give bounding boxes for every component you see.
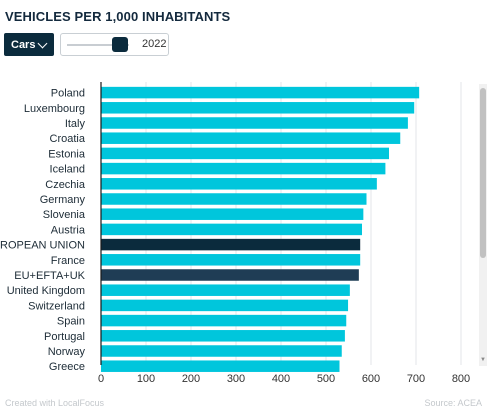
category-label: Italy bbox=[65, 118, 86, 130]
x-tick-label: 100 bbox=[137, 373, 155, 385]
bar[interactable] bbox=[101, 360, 340, 372]
x-tick-label: 800 bbox=[452, 373, 470, 385]
category-label: Slovenia bbox=[43, 209, 86, 221]
category-label: Estonia bbox=[48, 148, 86, 160]
x-tick-label: 400 bbox=[272, 373, 290, 385]
bar[interactable] bbox=[101, 102, 415, 114]
category-label: Greece bbox=[49, 361, 85, 373]
chevron-down-icon bbox=[37, 38, 48, 49]
bar[interactable] bbox=[101, 330, 345, 342]
bar[interactable] bbox=[101, 345, 342, 357]
slider-track[interactable] bbox=[67, 44, 129, 46]
category-label: Germany bbox=[40, 194, 86, 206]
x-tick-label: 200 bbox=[182, 373, 200, 385]
bar[interactable] bbox=[101, 238, 361, 251]
category-label: Portugal bbox=[44, 331, 85, 343]
category-label: Iceland bbox=[50, 164, 85, 176]
category-label: United Kingdom bbox=[7, 285, 85, 297]
category-label: Poland bbox=[51, 88, 85, 100]
bar[interactable] bbox=[101, 269, 359, 281]
bar[interactable] bbox=[101, 162, 386, 175]
bar[interactable] bbox=[101, 193, 367, 205]
category-label: Spain bbox=[57, 316, 85, 328]
footer-credit: Created with LocalFocus bbox=[5, 398, 105, 408]
scroll-down-arrow-icon[interactable]: ▼ bbox=[480, 357, 486, 363]
bar[interactable] bbox=[101, 132, 401, 144]
x-tick-label: 500 bbox=[317, 373, 335, 385]
bar[interactable] bbox=[101, 254, 361, 266]
category-label: Switzerland bbox=[28, 300, 85, 312]
bar[interactable] bbox=[101, 117, 408, 129]
bar[interactable] bbox=[101, 147, 389, 160]
bar-chart-svg: 0 100 200 300 400 500 600 700 800 Poland Luxembour… bbox=[0, 82, 470, 385]
dropdown-label: Cars bbox=[11, 38, 36, 51]
bar[interactable] bbox=[101, 314, 347, 327]
x-tick-label: 300 bbox=[227, 373, 245, 385]
bar[interactable] bbox=[101, 299, 349, 312]
category-label: France bbox=[51, 255, 85, 267]
category-label: Luxembourg bbox=[24, 103, 85, 115]
category-label: EU+EFTA+UK bbox=[14, 270, 85, 282]
footer-source: Source: ACEA bbox=[424, 398, 482, 408]
scrollbar-thumb[interactable] bbox=[480, 88, 486, 258]
category-label: Czechia bbox=[45, 179, 86, 191]
bar-chart: 0 100 200 300 400 500 600 700 800 Poland Luxembour… bbox=[0, 78, 500, 390]
slider-handle[interactable] bbox=[111, 37, 128, 52]
category-label: EUROPEAN UNION bbox=[0, 240, 85, 252]
year-value: 2022 bbox=[142, 38, 167, 50]
bar[interactable] bbox=[101, 284, 350, 296]
category-label: Croatia bbox=[50, 133, 86, 145]
category-label: Austria bbox=[51, 224, 86, 236]
bar[interactable] bbox=[101, 86, 420, 99]
vehicle-type-dropdown[interactable]: Cars bbox=[4, 33, 54, 56]
x-tick-label: 700 bbox=[407, 373, 425, 385]
x-tick-label: 0 bbox=[98, 373, 104, 385]
category-label: Norway bbox=[48, 346, 86, 358]
bar[interactable] bbox=[101, 178, 377, 190]
year-slider[interactable]: 2022 bbox=[60, 33, 169, 56]
bar[interactable] bbox=[101, 208, 364, 220]
x-tick-label: 600 bbox=[362, 373, 380, 385]
bar[interactable] bbox=[101, 223, 362, 236]
chart-title: VEHICLES PER 1,000 INHABITANTS bbox=[5, 9, 231, 24]
